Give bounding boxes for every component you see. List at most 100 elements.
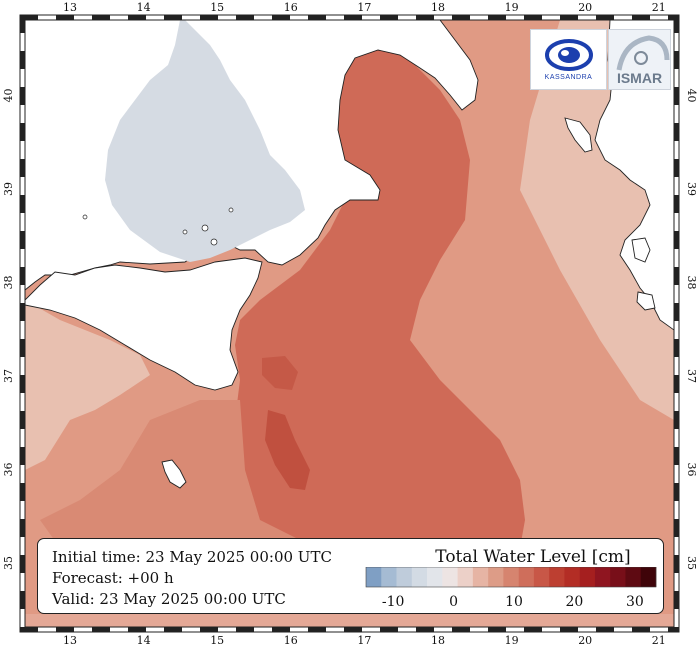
- latitude-tick-label-left: 39: [2, 182, 15, 196]
- frame-check-vertical: [20, 411, 25, 429]
- latitude-tick-label-right: 40: [685, 89, 698, 103]
- frame-check-vertical: [674, 483, 679, 501]
- frame-check-horizontal: [668, 15, 679, 20]
- longitude-tick-label-top: 19: [505, 1, 519, 14]
- latitude-tick-label-left: 40: [2, 89, 15, 103]
- island-ustica: [82, 214, 88, 220]
- latitude-tick-label-left: 37: [2, 369, 15, 383]
- frame-check-horizontal: [308, 15, 326, 20]
- mid-red-sea-region-south: [40, 400, 340, 548]
- frame-check-horizontal: [560, 627, 578, 632]
- frame-check-horizontal: [56, 627, 74, 632]
- dark-spot-sea-region-small: [262, 356, 298, 390]
- frame-check-horizontal: [128, 15, 146, 20]
- frame-check-vertical: [674, 15, 679, 33]
- longitude-tick-label-bottom: 19: [505, 634, 519, 647]
- longitude-tick-label-top: 21: [652, 1, 666, 14]
- colorbar-swatch: [564, 567, 580, 587]
- frame-check-horizontal: [596, 15, 614, 20]
- frame-check-horizontal: [452, 627, 470, 632]
- frame-check-vertical: [674, 303, 679, 321]
- colorbar-swatch: [549, 567, 565, 587]
- land-sicily: [25, 257, 263, 391]
- info-panel: Initial time: 23 May 2025 00:00 UTC Fore…: [37, 538, 664, 614]
- latitude-tick-label-right: 37: [685, 369, 698, 383]
- colorbar-tick-label: 10: [505, 594, 523, 610]
- frame-check-horizontal: [416, 15, 434, 20]
- frame-check-vertical: [674, 519, 679, 537]
- latitude-tick-label-left: 38: [2, 276, 15, 290]
- island-corfu: [564, 117, 593, 153]
- frame-check-horizontal: [236, 15, 254, 20]
- longitude-tick-label-top: 17: [357, 1, 371, 14]
- longitude-tick-label-bottom: 21: [652, 634, 666, 647]
- frame-check-horizontal: [488, 15, 506, 20]
- sea-bottom-strip: [25, 614, 674, 627]
- frame-check-horizontal: [308, 627, 326, 632]
- longitude-tick-label-top: 16: [284, 1, 298, 14]
- frame-check-vertical: [20, 87, 25, 105]
- frame-check-horizontal: [164, 15, 182, 20]
- latitude-tick-label-right: 36: [685, 463, 698, 477]
- frame-check-vertical: [20, 123, 25, 141]
- latitude-tick-label-right: 39: [685, 182, 698, 196]
- longitude-tick-label-top: 20: [578, 1, 592, 14]
- colorbar-tick-label: 30: [626, 594, 644, 610]
- frame-check-horizontal: [380, 15, 398, 20]
- colorbar-swatch: [472, 567, 489, 587]
- frame-check-horizontal: [236, 627, 254, 632]
- colorbar-swatch: [610, 567, 626, 587]
- longitude-tick-label-bottom: 13: [63, 634, 77, 647]
- ismar-logo-text: ISMAR: [616, 70, 663, 86]
- colorbar-tick-label: -10: [382, 594, 405, 610]
- colorbar-swatch: [640, 567, 657, 587]
- frame-check-horizontal: [200, 15, 218, 20]
- frame-check-horizontal: [524, 15, 542, 20]
- island-aeolian-1: [182, 229, 188, 235]
- colorbar-swatch: [427, 567, 443, 587]
- pale-sea-region-southwest: [25, 300, 150, 470]
- ismar-logo-emblem: [616, 35, 670, 71]
- longitude-tick-label-bottom: 18: [431, 634, 445, 647]
- frame-check-horizontal: [164, 627, 182, 632]
- deep-red-sea-region-central: [235, 48, 525, 548]
- legend-colorbar: -10 0 10 20 30: [365, 567, 657, 610]
- colorbar-swatch: [381, 567, 397, 587]
- colorbar-tick-label: 20: [566, 594, 584, 610]
- dark-spot-sea-region: [265, 410, 310, 490]
- frame-check-horizontal: [452, 15, 470, 20]
- frame-check-vertical: [674, 339, 679, 357]
- longitude-tick-label-top: 15: [210, 1, 224, 14]
- frame-check-horizontal: [344, 627, 362, 632]
- longitude-tick-label-top: 13: [63, 1, 77, 14]
- colorbar-swatch: [442, 567, 458, 587]
- frame-check-vertical: [674, 267, 679, 285]
- colorbar-tick-label: 0: [449, 594, 458, 610]
- kassandra-logo-text: KASSANDRA: [544, 74, 593, 81]
- longitude-tick-label-bottom: 17: [357, 634, 371, 647]
- frame-check-vertical: [20, 195, 25, 213]
- land-greece: [594, 20, 674, 331]
- frame-check-horizontal: [488, 627, 506, 632]
- colorbar-swatch: [533, 567, 550, 587]
- frame-check-vertical: [20, 51, 25, 69]
- frame-check-vertical: [674, 51, 679, 69]
- colorbar-swatch: [366, 567, 382, 587]
- latitude-tick-label-left: 35: [2, 556, 15, 570]
- frame-check-vertical: [674, 231, 679, 249]
- frame-check-horizontal: [524, 627, 542, 632]
- frame-check-vertical: [674, 555, 679, 573]
- frame-check-vertical: [20, 555, 25, 573]
- colorbar-swatch: [579, 567, 596, 587]
- frame-check-vertical: [20, 627, 25, 632]
- colorbar-swatch: [457, 567, 474, 587]
- frame-check-vertical: [674, 591, 679, 609]
- kassandra-logo: KASSANDRA: [530, 29, 607, 90]
- island-kefalonia: [631, 237, 651, 263]
- island-aeolian-2: [201, 224, 209, 232]
- frame-check-horizontal: [560, 15, 578, 20]
- frame-check-vertical: [20, 339, 25, 357]
- legend-title: Total Water Level [cm]: [435, 547, 631, 567]
